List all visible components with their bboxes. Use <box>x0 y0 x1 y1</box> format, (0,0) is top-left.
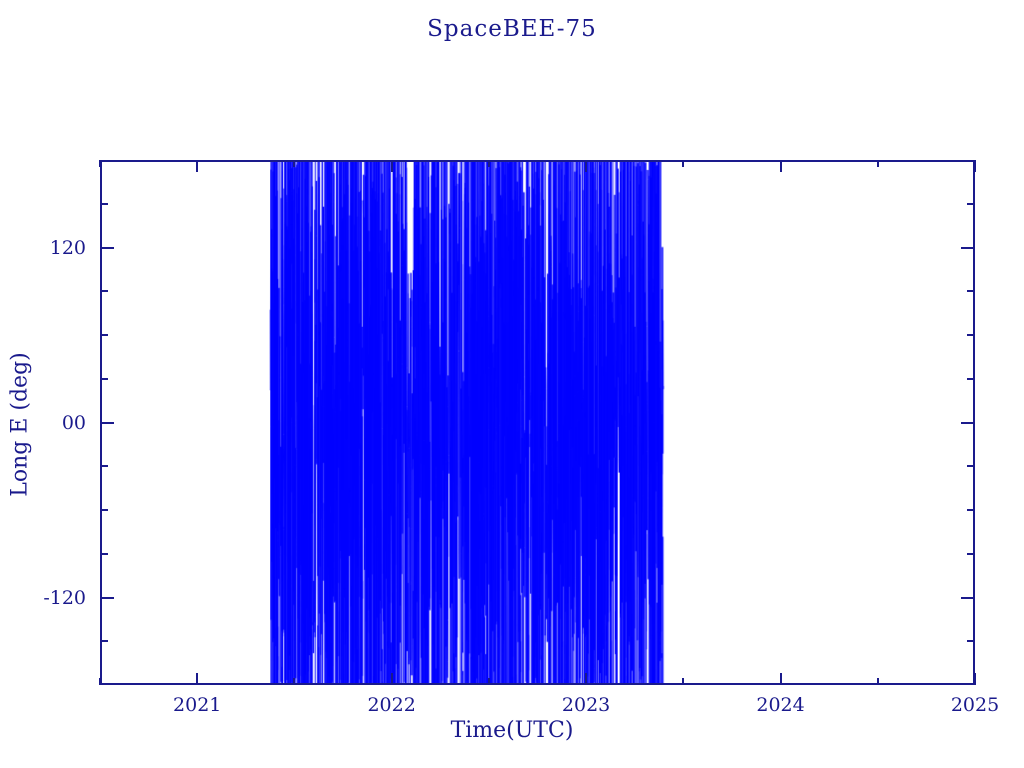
y-tick-label: -120 <box>43 586 86 609</box>
y-minor-tick-left <box>100 509 108 511</box>
x-tick-label: 2025 <box>950 694 1000 716</box>
y-minor-tick-left <box>100 465 108 468</box>
x-tick-label: 2021 <box>173 694 222 716</box>
y-major-tick-right <box>961 596 975 599</box>
y-minor-tick-right <box>967 202 975 205</box>
x-minor-tick-bottom <box>876 678 879 685</box>
plot-area <box>100 160 975 685</box>
y-minor-tick-right <box>967 640 975 643</box>
series-longitude-east <box>102 162 973 683</box>
y-minor-tick-left <box>100 552 108 555</box>
y-minor-tick-left <box>100 290 108 293</box>
x-tick-label: 2024 <box>756 694 805 716</box>
y-minor-tick-left <box>100 377 108 380</box>
x-minor-tick-bottom <box>682 678 685 685</box>
x-major-tick-top <box>779 160 782 172</box>
x-major-tick-top <box>196 160 199 172</box>
y-major-tick-right <box>961 421 975 424</box>
y-major-tick-right <box>961 246 975 249</box>
x-major-tick-bottom <box>585 673 588 685</box>
y-minor-tick-right <box>967 552 975 555</box>
x-major-tick-top <box>585 160 588 172</box>
x-major-tick-bottom <box>779 673 782 685</box>
x-minor-tick-bottom <box>487 678 490 685</box>
y-major-tick-left <box>100 421 114 424</box>
y-tick-label: 00 <box>61 411 86 434</box>
x-minor-tick-top <box>293 160 296 167</box>
chart-title: SpaceBEE-75 <box>427 16 597 42</box>
x-minor-tick-bottom <box>99 678 101 685</box>
x-minor-tick-bottom <box>293 678 296 685</box>
x-tick-label: 2023 <box>561 694 611 716</box>
y-minor-tick-right <box>967 377 975 380</box>
y-minor-tick-right <box>967 465 975 468</box>
x-major-tick-bottom <box>196 673 199 685</box>
y-minor-tick-left <box>100 202 108 205</box>
y-major-tick-left <box>100 596 114 599</box>
y-minor-tick-right <box>967 509 975 511</box>
y-axis-title: Long E (deg) <box>7 352 33 497</box>
x-minor-tick-top <box>487 160 490 167</box>
x-major-tick-bottom <box>974 673 976 685</box>
x-major-tick-top <box>974 160 976 172</box>
x-minor-tick-top <box>99 160 101 167</box>
x-major-tick-bottom <box>390 673 393 685</box>
y-tick-label: 120 <box>49 236 86 259</box>
x-axis-title: Time(UTC) <box>450 718 574 743</box>
x-minor-tick-top <box>682 160 685 167</box>
y-minor-tick-right <box>967 334 975 336</box>
y-minor-tick-left <box>100 334 108 336</box>
y-major-tick-left <box>100 246 114 249</box>
x-minor-tick-top <box>876 160 879 167</box>
x-major-tick-top <box>390 160 393 172</box>
y-minor-tick-right <box>967 290 975 293</box>
x-tick-label: 2022 <box>367 694 416 716</box>
y-minor-tick-left <box>100 640 108 643</box>
